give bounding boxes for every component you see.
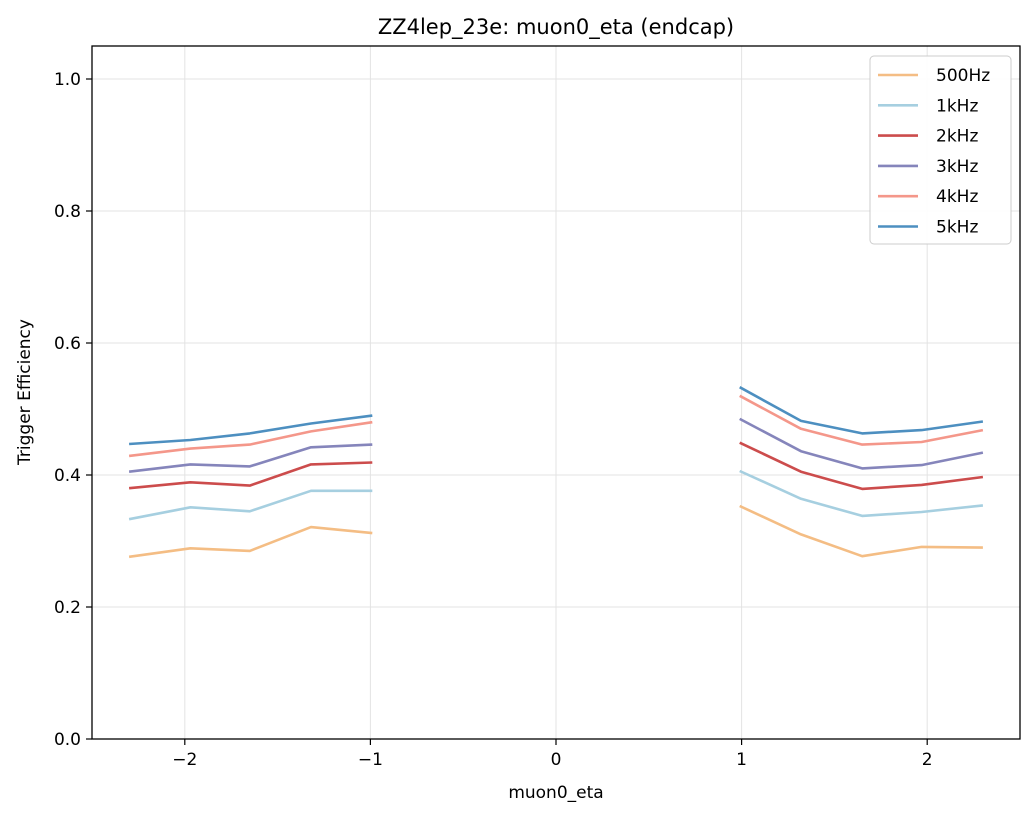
legend: 500Hz 1kHz 2kHz 3kHz 4kHz 5kHz <box>869 55 1012 245</box>
series-line-4khz-right <box>739 394 984 446</box>
legend-label: 2kHz <box>936 127 978 147</box>
series-line-5khz-right <box>739 386 984 435</box>
chart-title: ZZ4lep_23e: muon0_eta (endcap) <box>378 15 734 40</box>
x-tick-label: 1 <box>736 750 747 770</box>
y-tick-label: 0.8 <box>54 202 81 222</box>
y-tick-label: 0.2 <box>54 598 81 618</box>
series-line-5khz-left <box>129 414 373 446</box>
y-tick-label: 0.4 <box>54 466 81 486</box>
y-axis-label: Trigger Efficiency <box>15 319 35 466</box>
y-tick-label: 0.6 <box>54 334 81 354</box>
legend-label: 4kHz <box>936 187 978 207</box>
ticks: −2 −1 0 1 2 0.0 0.2 0.4 0.6 0.8 1.0 <box>54 70 933 770</box>
series-line-1khz-left <box>128 489 373 521</box>
y-tick-label: 1.0 <box>54 70 81 90</box>
legend-label: 3kHz <box>936 157 978 177</box>
series-line-1khz-right <box>739 469 984 518</box>
x-tick-label: 2 <box>922 750 933 770</box>
y-tick-label: 0.0 <box>54 730 81 750</box>
series-line-2khz-right <box>739 441 984 491</box>
series-line-3khz-left <box>128 443 373 473</box>
x-tick-label: 0 <box>551 750 562 770</box>
legend-label: 5kHz <box>936 218 978 238</box>
series-line-4khz-left <box>128 420 373 458</box>
legend-label: 500Hz <box>936 66 990 86</box>
series-line-500hz-right <box>739 504 983 558</box>
x-tick-label: −1 <box>358 750 383 770</box>
series-line-3khz-right <box>739 417 984 470</box>
series-lines <box>128 386 984 559</box>
series-line-500hz-left <box>128 525 373 559</box>
x-axis-label: muon0_eta <box>508 783 603 803</box>
x-tick-label: −2 <box>172 750 197 770</box>
legend-label: 1kHz <box>936 96 978 116</box>
series-line-2khz-left <box>128 461 373 490</box>
